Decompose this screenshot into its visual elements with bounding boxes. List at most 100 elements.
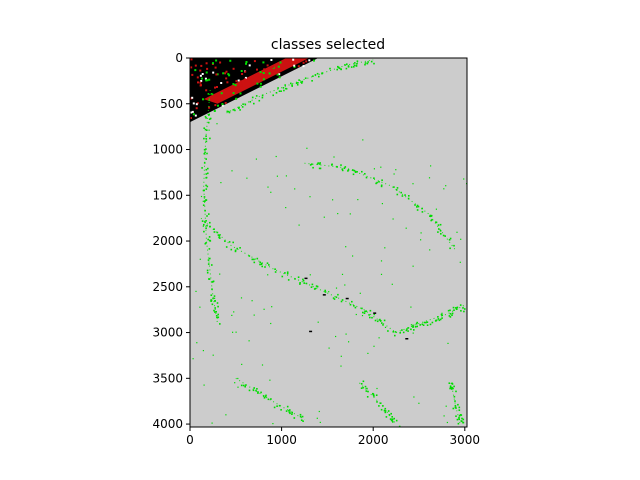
curve-pixel-4-1-8 bbox=[299, 415, 302, 418]
curve-pixel-5-1-13 bbox=[391, 419, 393, 422]
curve-pixel-5-1-11 bbox=[387, 410, 390, 412]
speckle-66 bbox=[244, 70, 247, 73]
curve-pixel-1-4-2 bbox=[374, 319, 377, 322]
speckle-88 bbox=[214, 66, 217, 69]
curve-pixel-2-2-3 bbox=[456, 308, 458, 310]
curve-pixel-6-3-17 bbox=[370, 60, 373, 63]
curve-pixel-6-1-17 bbox=[298, 79, 300, 81]
curve-pixel-6-2-10 bbox=[316, 72, 319, 75]
speckle-219 bbox=[277, 65, 280, 68]
curve-pixel-3-3-2 bbox=[438, 228, 440, 230]
curve-pixel-2-0-9 bbox=[407, 330, 409, 332]
scatter-pixel-18 bbox=[200, 195, 203, 198]
curve-pixel-0-0-13 bbox=[205, 117, 207, 119]
speckle-101 bbox=[190, 58, 193, 61]
curve-pixel-2-2-10 bbox=[459, 304, 462, 306]
curve-pixel-2-2-7 bbox=[463, 310, 465, 313]
speckle-194 bbox=[215, 59, 218, 62]
dark-pixel-1 bbox=[322, 294, 326, 296]
curve-pixel-6-0-15 bbox=[238, 107, 240, 109]
scatter-pixel-114 bbox=[225, 414, 227, 416]
curve-pixel-4-1-0 bbox=[291, 413, 293, 415]
curve-pixel-1-3-13 bbox=[324, 289, 326, 292]
scatter-pixel-39 bbox=[405, 227, 407, 229]
scatter-pixel-104 bbox=[412, 332, 414, 334]
curve-pixel-6-3-3 bbox=[356, 62, 358, 65]
curve-pixel-1-2-16 bbox=[302, 279, 305, 282]
curve-pixel-0-3-15 bbox=[211, 288, 213, 290]
scatter-pixel-32 bbox=[392, 218, 394, 220]
curve-pixel-7-0-6 bbox=[455, 390, 457, 393]
speckle-252 bbox=[196, 76, 199, 79]
speckle-213 bbox=[248, 64, 251, 67]
speckle-62 bbox=[241, 73, 244, 75]
scatter-pixel-79 bbox=[203, 384, 205, 386]
curve-pixel-1-3-0 bbox=[353, 305, 355, 307]
curve-pixel-2-0-17 bbox=[401, 329, 403, 331]
curve-pixel-0-0-6 bbox=[209, 137, 211, 140]
dark-pixel-4 bbox=[405, 338, 409, 340]
curve-pixel-1-2-17 bbox=[303, 282, 305, 284]
curve-pixel-5-1-17 bbox=[395, 419, 398, 422]
scatter-pixel-50 bbox=[460, 238, 462, 240]
scatter-pixel-67 bbox=[208, 129, 210, 131]
y-tick-label-0: 0 bbox=[175, 51, 183, 65]
speckle-49 bbox=[308, 59, 311, 62]
curve-pixel-6-0-9 bbox=[228, 111, 231, 114]
speckle-171 bbox=[205, 62, 208, 65]
speckle-245 bbox=[199, 81, 202, 84]
speckle-207 bbox=[205, 79, 208, 82]
speckle-155 bbox=[199, 74, 202, 77]
curve-pixel-6-1-8 bbox=[285, 88, 288, 90]
curve-pixel-2-1-16 bbox=[421, 323, 424, 326]
scatter-pixel-88 bbox=[272, 423, 274, 425]
y-tick-label-8: 4000 bbox=[152, 417, 183, 431]
curve-pixel-0-3-1 bbox=[208, 248, 211, 250]
speckle-253 bbox=[297, 65, 300, 68]
curve-pixel-6-3-5 bbox=[373, 62, 375, 65]
x-tick-label-3: 3000 bbox=[450, 433, 481, 447]
speckle-24 bbox=[232, 92, 235, 95]
curve-pixel-4-1-9 bbox=[280, 409, 282, 411]
curve-pixel-3-1-2 bbox=[361, 170, 363, 173]
curve-pixel-3-1-6 bbox=[352, 173, 355, 176]
curve-pixel-2-0-6 bbox=[402, 331, 405, 334]
curve-pixel-0-1-16 bbox=[205, 176, 208, 179]
speckle-177 bbox=[292, 58, 295, 61]
curve-pixel-6-3-1 bbox=[367, 61, 369, 63]
curve-pixel-7-1-16 bbox=[455, 415, 457, 417]
curve-pixel-1-4-6 bbox=[379, 318, 381, 321]
curve-pixel-3-1-7 bbox=[364, 173, 366, 175]
curve-pixel-3-2-1 bbox=[407, 197, 410, 200]
speckle-206 bbox=[263, 68, 266, 71]
curve-pixel-6-3-16 bbox=[347, 65, 350, 67]
curve-pixel-0-2-4 bbox=[205, 188, 208, 190]
curve-pixel-3-3-10 bbox=[431, 218, 433, 221]
curve-pixel-7-1-11 bbox=[461, 417, 463, 420]
curve-pixel-2-1-8 bbox=[438, 319, 441, 322]
curve-pixel-6-1-1 bbox=[277, 87, 279, 89]
curve-pixel-6-1-7 bbox=[282, 87, 285, 89]
curve-pixel-7-1-17 bbox=[462, 421, 465, 424]
curve-pixel-5-1-4 bbox=[384, 407, 387, 410]
curve-pixel-2-1-1 bbox=[426, 321, 429, 323]
speckle-13 bbox=[237, 79, 240, 82]
speckle-188 bbox=[278, 76, 281, 79]
curve-pixel-0-0-7 bbox=[204, 128, 207, 131]
curve-pixel-4-1-10 bbox=[286, 405, 289, 408]
speckle-20 bbox=[197, 81, 199, 84]
speckle-96 bbox=[205, 71, 208, 74]
curve-pixel-2-1-7 bbox=[431, 321, 434, 324]
curve-pixel-1-4-1 bbox=[371, 316, 373, 319]
scatter-pixel-48 bbox=[241, 363, 243, 365]
speckle-200 bbox=[256, 82, 259, 85]
scatter-pixel-70 bbox=[344, 284, 346, 286]
speckle-157 bbox=[225, 70, 228, 73]
speckle-161 bbox=[202, 98, 204, 101]
scatter-pixel-51 bbox=[340, 355, 342, 357]
chart-title: classes selected bbox=[271, 37, 385, 53]
curve-pixel-0-3-16 bbox=[209, 257, 211, 260]
curve-pixel-1-2-11 bbox=[299, 282, 301, 284]
curve-pixel-6-1-9 bbox=[291, 84, 293, 86]
